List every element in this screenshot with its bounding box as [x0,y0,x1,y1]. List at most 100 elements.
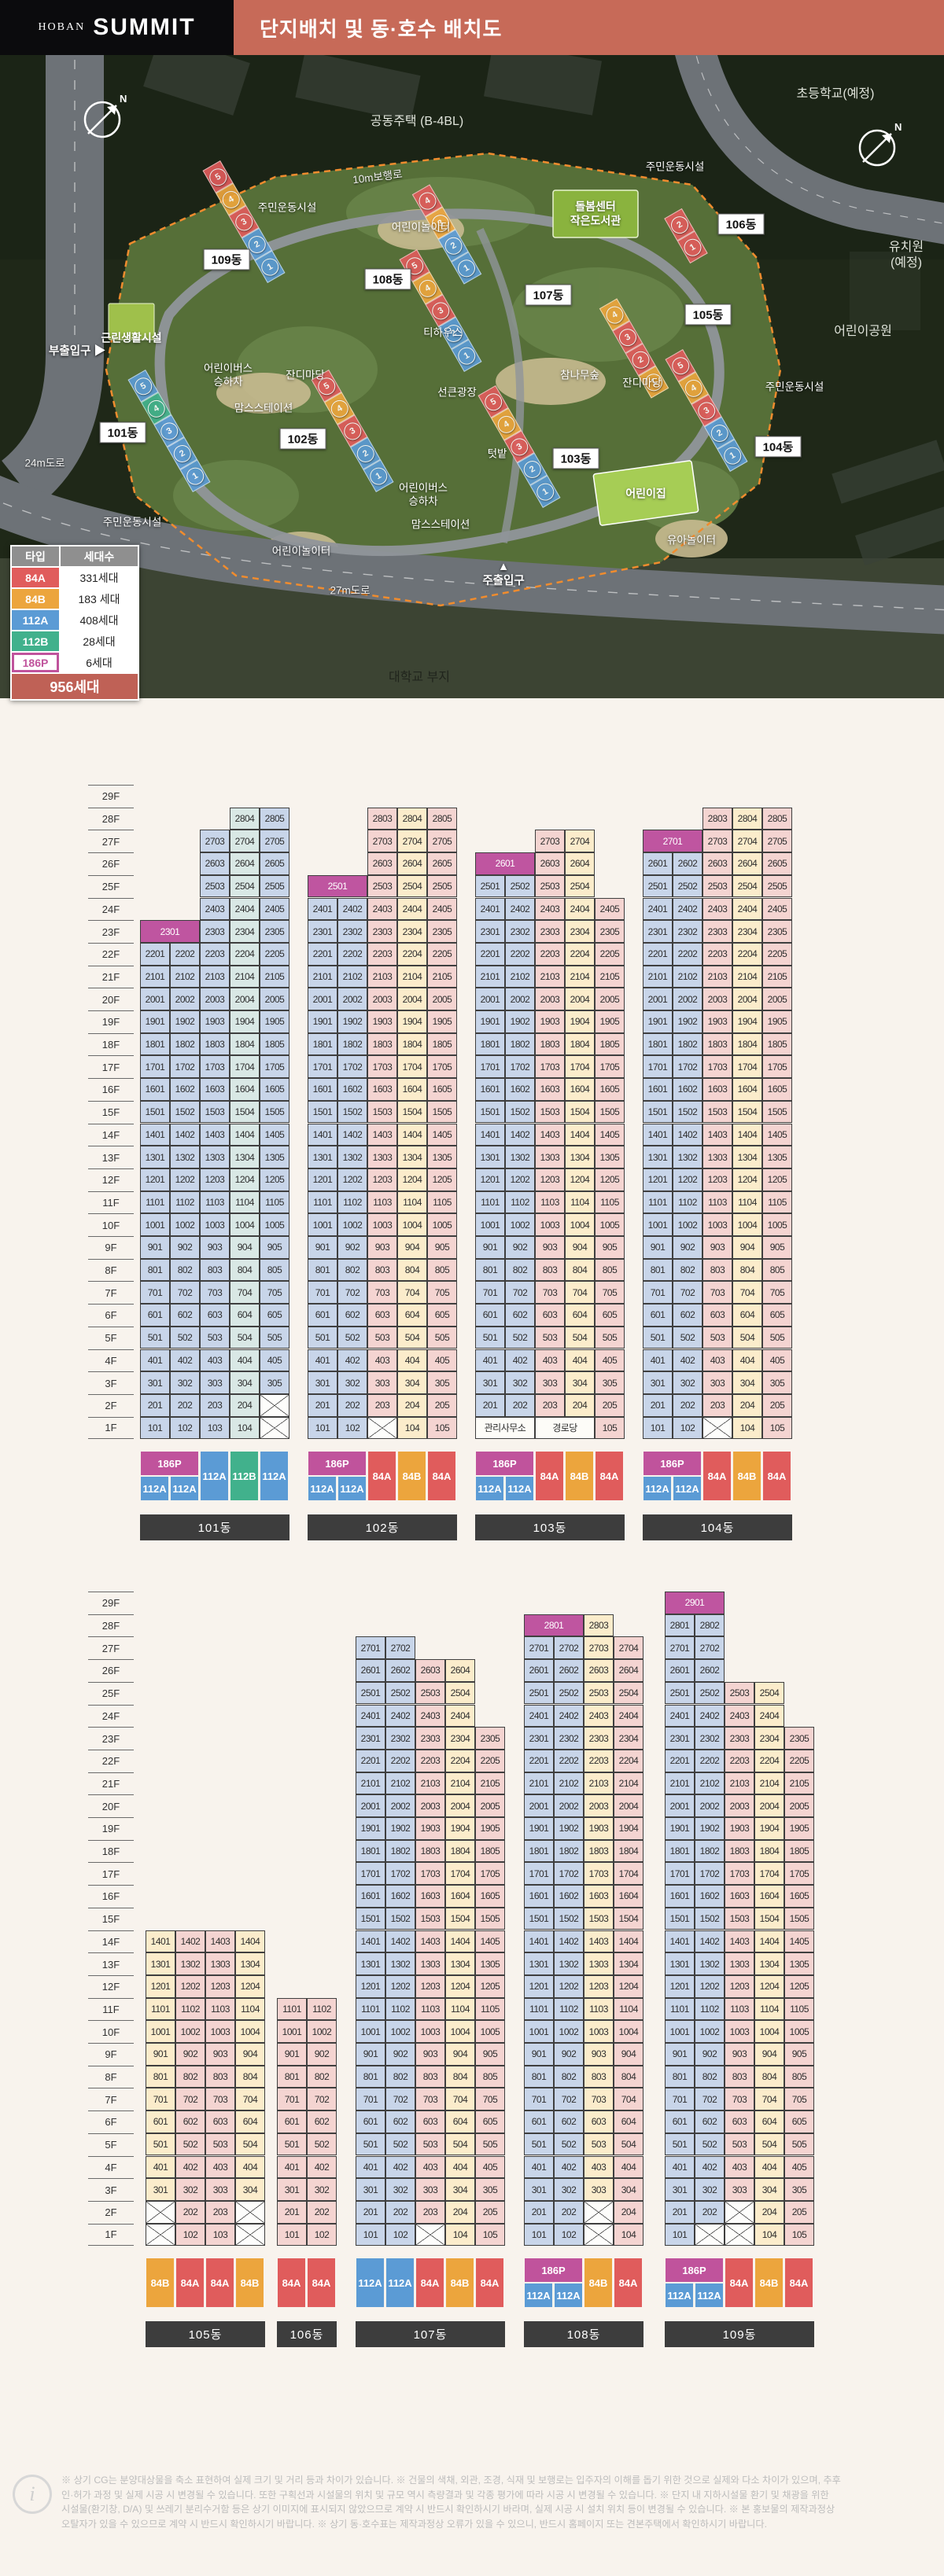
unit-cell: 802 [695,2065,725,2088]
type-chip: 112A [308,1477,336,1501]
unit-cell: 2703 [584,1636,614,1660]
unit-cell: 2602 [695,1659,725,1682]
unit-cell: 2403 [200,897,230,921]
unit-cell: 703 [725,2088,754,2111]
unit-cell: 404 [445,2155,475,2179]
unit-cell: 2005 [784,1794,814,1817]
unit-cell: 1903 [535,1010,565,1033]
unit-cell: 201 [475,1393,505,1417]
unit-cell: 502 [307,2133,337,2156]
unit-cell: 1301 [524,1952,554,1975]
unit-cell: 701 [277,2088,307,2111]
unit-cell: 404 [614,2155,643,2179]
disclaimer-line: 인·허가 과정 및 실제 시공 시 변경될 수 있습니다. 또한 구획선과 시설… [61,2489,829,2501]
unit-cell: 1703 [535,1055,565,1079]
unit-cell: 1302 [170,1146,200,1168]
neighbor-buildings [143,55,944,566]
unit-cell: 1303 [584,1952,614,1975]
unit-cell: 701 [524,2088,554,2111]
brand-logo: HOBAN SUMMIT [0,0,234,55]
unit-cell: 2603 [584,1659,614,1682]
unit-cell: 1204 [397,1168,427,1191]
unit-cell-excluded [235,2200,265,2224]
unit-cell: 402 [673,1349,702,1372]
unit-cell: 1903 [200,1010,230,1033]
unit-cell: 2401 [524,1704,554,1728]
map-label: 대학교 부지 [388,671,451,684]
unit-cell: 1501 [665,1907,695,1930]
unit-cell: 2502 [385,1681,415,1705]
unit-cell: 301 [665,2178,695,2201]
unit-cell: 703 [367,1281,397,1305]
unit-cell: 1404 [614,1930,643,1953]
unit-cell: 305 [595,1371,625,1394]
unit-cell: 304 [397,1371,427,1394]
unit-cell: 2505 [427,874,457,898]
floor-axis-label: 10F [88,2020,134,2043]
unit-cell: 1403 [367,1123,397,1146]
building-name-label: 101동 [140,1514,289,1541]
unit-cell: 401 [643,1349,673,1372]
unit-cell: 2601 [524,1659,554,1682]
floor-axis-label: 17F [88,1862,134,1885]
unit-cell: 102 [385,2223,415,2247]
unit-cell: 605 [427,1304,457,1327]
unit-cell: 2601 [665,1659,695,1682]
unit-cell: 602 [505,1304,535,1327]
penthouse-type-chip: 186P [666,2258,723,2283]
unit-cell-excluded [146,2223,175,2247]
unit-cell: 603 [725,2110,754,2133]
unit-cell: 801 [475,1258,505,1282]
unit-cell: 1905 [260,1010,289,1033]
unit-cell: 1401 [665,1930,695,1953]
unit-cell: 704 [445,2088,475,2111]
svg-text:N: N [120,93,127,105]
unit-cell: 2203 [415,1749,445,1772]
unit-cell: 1603 [702,1078,732,1101]
unit-cell: 2404 [614,1704,643,1728]
unit-cell: 301 [643,1371,673,1394]
unit-cell: 2302 [385,1727,415,1750]
unit-cell: 504 [754,2133,784,2156]
unit-cell: 2804 [230,807,260,830]
unit-cell: 1501 [475,1100,505,1124]
legend-count: 331세대 [61,568,138,587]
building-name-label: 108동 [524,2321,643,2348]
unit-cell: 1105 [260,1190,289,1214]
unit-cell: 2102 [554,1772,584,1795]
unit-cell: 2202 [385,1749,415,1772]
unit-cell: 2701 [665,1636,695,1660]
unit-cell: 1703 [367,1055,397,1079]
unit-cell: 1005 [475,2020,505,2043]
unit-cell: 803 [415,2065,445,2088]
penthouse-type-chip: 186P [643,1452,701,1476]
unit-cell: 302 [307,2178,337,2201]
type-chip: 84B [398,1452,426,1501]
unit-cell: 2104 [397,965,427,988]
unit-cell: 2703 [702,830,732,853]
unit-cell: 2005 [762,988,792,1010]
unit-cell: 703 [535,1281,565,1305]
unit-cell: 1301 [665,1952,695,1975]
floor-axis-label: 28F [88,1614,134,1637]
unit-cell: 1203 [584,1974,614,1998]
unit-cell: 1404 [397,1123,427,1146]
unit-cell: 702 [695,2088,725,2111]
unit-cell: 2002 [505,988,535,1010]
unit-cell: 702 [175,2088,205,2111]
floor-axis-label: 23F [88,1727,134,1750]
unit-cell: 403 [200,1349,230,1372]
unit-cell: 301 [524,2178,554,2201]
unit-cell: 2401 [665,1704,695,1728]
unit-cell: 602 [695,2110,725,2133]
unit-cell: 2302 [673,920,702,943]
unit-cell: 301 [140,1371,170,1394]
unit-cell: 1201 [524,1974,554,1998]
unit-cell: 2404 [397,897,427,921]
unit-cell: 1502 [385,1907,415,1930]
unit-cell: 1005 [762,1213,792,1236]
unit-cell: 2205 [260,942,289,966]
unit-cell: 404 [397,1349,427,1372]
unit-cell: 1004 [397,1213,427,1236]
unit-cell: 2203 [725,1749,754,1772]
